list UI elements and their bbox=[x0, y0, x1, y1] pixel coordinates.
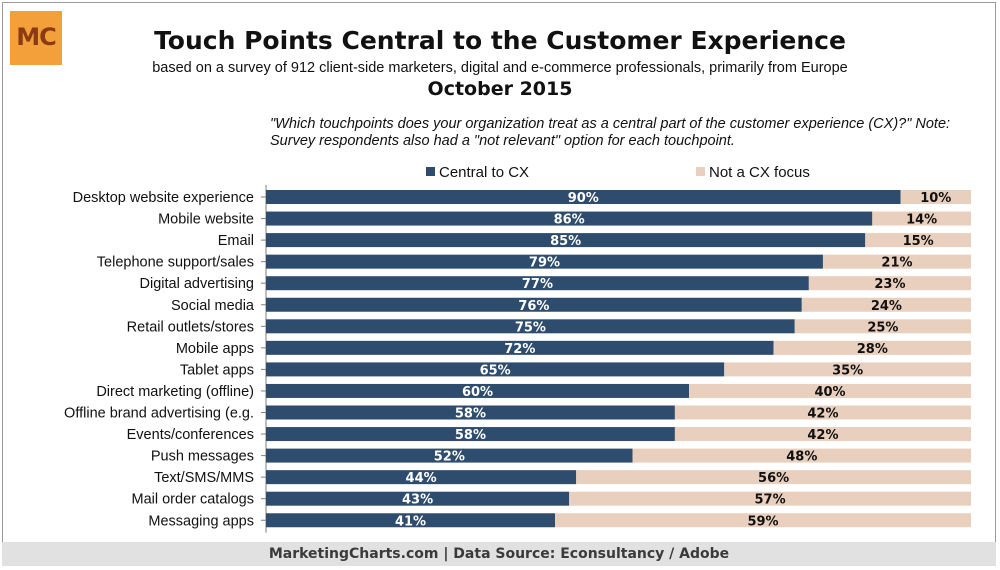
data-label-not-focus: 48% bbox=[786, 450, 817, 465]
bar-central-to-cx bbox=[266, 297, 802, 312]
legend-swatch-not-focus bbox=[696, 167, 705, 176]
data-label-not-focus: 15% bbox=[903, 234, 934, 249]
data-label-central: 90% bbox=[568, 191, 599, 206]
bar-not-a-cx-focus bbox=[689, 383, 971, 398]
bar-not-a-cx-focus bbox=[822, 254, 971, 269]
bar-central-to-cx bbox=[266, 340, 774, 355]
category-label: Telephone support/sales bbox=[97, 255, 254, 271]
bar-not-a-cx-focus bbox=[900, 190, 971, 204]
bar-central-to-cx bbox=[266, 362, 725, 377]
category-label: Mobile website bbox=[158, 212, 254, 228]
category-label: Tablet apps bbox=[180, 362, 254, 378]
data-label-central: 86% bbox=[554, 213, 585, 228]
bar-central-to-cx bbox=[266, 513, 556, 528]
bar-central-to-cx bbox=[266, 319, 795, 334]
category-label: Retail outlets/stores bbox=[127, 319, 254, 335]
data-label-not-focus: 40% bbox=[814, 385, 845, 400]
category-label: Events/conferences bbox=[127, 427, 254, 443]
bar-central-to-cx bbox=[266, 405, 675, 420]
bar-central-to-cx bbox=[266, 383, 689, 398]
data-label-not-focus: 59% bbox=[747, 514, 778, 529]
legend-label-central: Central to CX bbox=[439, 164, 530, 181]
bar-not-a-cx-focus bbox=[632, 448, 971, 463]
bar-not-a-cx-focus bbox=[794, 319, 971, 334]
chart-subtitle: based on a survey of 912 client-side mar… bbox=[152, 60, 848, 76]
chart-date: October 2015 bbox=[427, 78, 573, 100]
category-label: Mobile apps bbox=[176, 341, 254, 357]
data-label-not-focus: 24% bbox=[871, 299, 902, 314]
data-label-central: 72% bbox=[504, 342, 535, 357]
bar-not-a-cx-focus bbox=[674, 405, 971, 420]
data-label-not-focus: 10% bbox=[920, 191, 951, 206]
bar-central-to-cx bbox=[266, 491, 570, 506]
bar-not-a-cx-focus bbox=[569, 491, 971, 506]
category-label: Offline brand advertising (e.g. bbox=[64, 406, 254, 422]
data-label-central: 43% bbox=[402, 493, 433, 508]
data-label-not-focus: 57% bbox=[755, 493, 786, 508]
bar-not-a-cx-focus bbox=[808, 276, 971, 291]
bar-central-to-cx bbox=[266, 254, 823, 269]
category-label: Digital advertising bbox=[140, 276, 254, 292]
data-label-central: 76% bbox=[518, 299, 549, 314]
bar-central-to-cx bbox=[266, 190, 901, 204]
data-label-not-focus: 35% bbox=[832, 363, 863, 378]
marketingcharts-logo: MC bbox=[10, 11, 62, 65]
data-label-central: 75% bbox=[515, 320, 546, 335]
bar-central-to-cx bbox=[266, 470, 577, 485]
bar-central-to-cx bbox=[266, 448, 633, 463]
data-label-central: 79% bbox=[529, 256, 560, 271]
data-label-not-focus: 42% bbox=[807, 407, 838, 422]
category-label: Direct marketing (offline) bbox=[96, 384, 254, 400]
data-label-central: 41% bbox=[395, 514, 426, 529]
data-label-not-focus: 23% bbox=[874, 277, 905, 292]
bar-central-to-cx bbox=[266, 233, 866, 248]
bar-not-a-cx-focus bbox=[724, 362, 971, 377]
data-label-central: 85% bbox=[550, 234, 581, 249]
data-label-not-focus: 25% bbox=[867, 320, 898, 335]
data-label-central: 58% bbox=[455, 407, 486, 422]
data-label-central: 52% bbox=[434, 450, 465, 465]
category-label: Messaging apps bbox=[148, 513, 254, 529]
category-label: Desktop website experience bbox=[73, 190, 254, 206]
data-label-not-focus: 28% bbox=[857, 342, 888, 357]
bar-not-a-cx-focus bbox=[674, 427, 971, 442]
category-label: Social media bbox=[171, 298, 255, 314]
legend-item-not-focus: Not a CX focus bbox=[696, 164, 810, 181]
footer-bar: MarketingCharts.com | Data Source: Econs… bbox=[2, 542, 996, 566]
data-label-central: 65% bbox=[480, 363, 511, 378]
data-label-central: 44% bbox=[406, 471, 437, 486]
bar-central-to-cx bbox=[266, 276, 809, 291]
category-label: Push messages bbox=[151, 449, 254, 465]
logo-text: MC bbox=[16, 23, 57, 51]
bar-not-a-cx-focus bbox=[872, 211, 971, 226]
data-label-not-focus: 14% bbox=[906, 213, 937, 228]
chart-title: Touch Points Central to the Customer Exp… bbox=[154, 26, 846, 55]
category-label: Email bbox=[218, 233, 254, 249]
bar-not-a-cx-focus bbox=[555, 513, 971, 528]
bar-not-a-cx-focus bbox=[576, 470, 971, 485]
data-label-not-focus: 21% bbox=[881, 256, 912, 271]
data-label-not-focus: 56% bbox=[758, 471, 789, 486]
bar-not-a-cx-focus bbox=[773, 340, 971, 355]
bar-not-a-cx-focus bbox=[865, 233, 971, 248]
category-label: Mail order catalogs bbox=[132, 492, 255, 508]
bar-not-a-cx-focus bbox=[801, 297, 971, 312]
category-label: Text/SMS/MMS bbox=[154, 470, 254, 486]
data-label-central: 77% bbox=[522, 277, 553, 292]
bar-central-to-cx bbox=[266, 427, 675, 442]
legend-label-not-focus: Not a CX focus bbox=[709, 164, 810, 181]
bar-central-to-cx bbox=[266, 211, 873, 226]
data-label-not-focus: 42% bbox=[807, 428, 838, 443]
data-label-central: 60% bbox=[462, 385, 493, 400]
data-label-central: 58% bbox=[455, 428, 486, 443]
survey-question: "Which touchpoints does your organizatio… bbox=[270, 116, 951, 149]
legend-item-central: Central to CX bbox=[426, 164, 529, 181]
footer-source: MarketingCharts.com | Data Source: Econs… bbox=[268, 546, 730, 562]
legend-swatch-central bbox=[426, 167, 435, 176]
